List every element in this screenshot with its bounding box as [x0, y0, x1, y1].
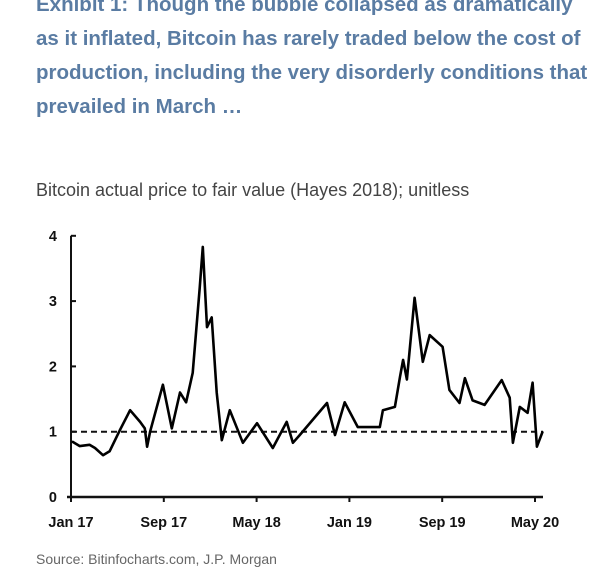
data-point	[382, 409, 384, 411]
x-tick-label: Sep 17	[140, 515, 187, 531]
data-point	[464, 377, 466, 379]
data-point	[242, 442, 244, 444]
data-point	[292, 442, 294, 444]
data-point	[402, 359, 404, 361]
data-point	[162, 383, 164, 386]
y-tick-label: 2	[49, 359, 57, 375]
data-point	[129, 409, 131, 411]
data-point	[512, 442, 514, 444]
data-point	[471, 399, 474, 402]
data-point	[71, 440, 73, 443]
data-point	[458, 402, 461, 404]
data-point	[143, 427, 146, 430]
data-point	[379, 426, 381, 428]
data-point	[508, 396, 511, 399]
chart-title: Bitcoin actual price to fair value (Haye…	[36, 180, 470, 200]
data-point	[119, 428, 121, 431]
data-point	[536, 445, 538, 448]
data-point	[448, 389, 451, 391]
data-point	[206, 326, 208, 329]
data-point	[210, 316, 213, 319]
data-point	[201, 246, 204, 248]
data-point	[88, 443, 91, 446]
x-tick-label: Jan 17	[48, 515, 93, 531]
data-point	[422, 361, 424, 363]
exhibit-title: Exhibit 1: Though the bubble collapsed a…	[36, 0, 588, 118]
data-point	[406, 378, 408, 381]
data-point	[146, 445, 148, 448]
data-point	[441, 346, 444, 348]
source-note: Source: Bitinfocharts.com, J.P. Morgan	[36, 551, 277, 567]
data-point	[271, 447, 274, 449]
data-point	[185, 401, 187, 404]
data-point	[413, 297, 416, 299]
data-point	[78, 445, 81, 447]
data-point	[394, 406, 396, 408]
data-point	[149, 430, 151, 433]
x-tick-label: Jan 19	[327, 515, 372, 531]
x-tick-label: May 20	[511, 515, 559, 531]
data-points	[71, 246, 544, 457]
data-point	[428, 334, 431, 336]
data-point	[298, 434, 301, 436]
data-point	[198, 287, 201, 289]
data-point	[215, 391, 218, 394]
data-point	[526, 411, 529, 414]
y-tick-label: 0	[49, 490, 57, 506]
data-point	[343, 401, 346, 404]
series-line	[71, 245, 544, 457]
data-point	[191, 372, 194, 374]
data-point	[171, 427, 173, 430]
y-tick-label: 3	[49, 294, 57, 310]
data-point	[334, 434, 336, 436]
data-point	[94, 447, 96, 449]
data-point	[108, 450, 111, 453]
data-point	[483, 404, 486, 406]
y-tick-label: 1	[49, 425, 57, 441]
data-point	[500, 379, 503, 381]
data-point	[326, 402, 328, 404]
axes: 0 1 2 3 4 Jan 17 Sep 17 May 18 Jan 19 Sep 19 May 2…	[48, 229, 559, 531]
data-point	[541, 430, 544, 433]
data-point	[519, 406, 521, 408]
y-tick-label: 4	[49, 229, 57, 245]
data-point	[139, 421, 141, 423]
data-point	[102, 454, 104, 457]
data-point	[229, 409, 231, 411]
data-point	[285, 421, 288, 423]
data-point	[531, 381, 534, 384]
data-point	[179, 391, 181, 394]
data-point	[256, 422, 258, 425]
x-tick-label: Sep 19	[419, 515, 466, 531]
data-point	[356, 426, 359, 428]
data-point	[399, 376, 401, 378]
x-tick-label: May 18	[232, 515, 280, 531]
data-point	[221, 439, 223, 441]
